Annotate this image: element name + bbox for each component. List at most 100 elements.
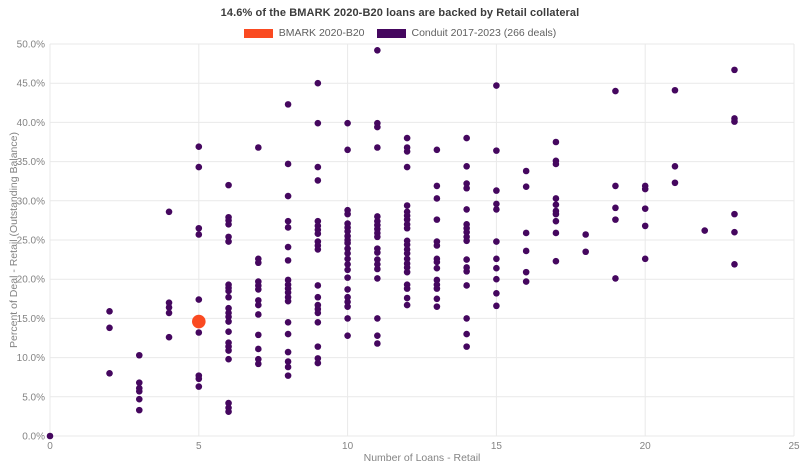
conduit-point[interactable] — [344, 228, 351, 235]
conduit-point[interactable] — [552, 210, 560, 218]
conduit-point[interactable] — [493, 275, 500, 283]
conduit-point[interactable] — [255, 311, 262, 318]
conduit-point[interactable] — [344, 286, 351, 293]
conduit-point[interactable] — [374, 144, 381, 151]
conduit-point[interactable] — [433, 295, 441, 303]
conduit-point[interactable] — [552, 138, 560, 146]
conduit-point[interactable] — [463, 228, 470, 236]
conduit-point[interactable] — [344, 303, 351, 310]
conduit-point[interactable] — [195, 375, 203, 383]
conduit-point[interactable] — [641, 255, 649, 263]
conduit-point[interactable] — [165, 208, 173, 216]
conduit-point[interactable] — [225, 399, 232, 407]
conduit-point[interactable] — [671, 163, 679, 170]
conduit-point[interactable] — [433, 276, 441, 284]
conduit-point[interactable] — [314, 246, 322, 253]
conduit-point[interactable] — [582, 231, 589, 238]
conduit-point[interactable] — [731, 118, 738, 125]
conduit-point[interactable] — [463, 163, 470, 170]
conduit-point[interactable] — [284, 160, 292, 168]
conduit-point[interactable] — [374, 332, 381, 339]
conduit-point[interactable] — [255, 345, 262, 353]
conduit-point[interactable] — [403, 216, 411, 223]
conduit-point[interactable] — [344, 255, 351, 263]
conduit-point[interactable] — [493, 200, 500, 208]
conduit-point[interactable] — [433, 195, 441, 202]
conduit-point[interactable] — [314, 177, 322, 184]
conduit-point[interactable] — [374, 265, 381, 273]
conduit-point[interactable] — [403, 163, 411, 171]
conduit-point[interactable] — [284, 348, 292, 356]
conduit-point[interactable] — [284, 372, 292, 379]
conduit-point[interactable] — [195, 143, 203, 151]
conduit-point[interactable] — [522, 167, 530, 175]
conduit-point[interactable] — [135, 395, 143, 403]
conduit-point[interactable] — [612, 275, 619, 282]
conduit-point[interactable] — [433, 242, 441, 249]
conduit-point[interactable] — [731, 228, 738, 236]
conduit-point[interactable] — [225, 221, 232, 228]
conduit-point[interactable] — [314, 119, 322, 127]
conduit-point[interactable] — [225, 313, 232, 321]
conduit-point[interactable] — [195, 329, 203, 336]
conduit-point[interactable] — [493, 290, 500, 297]
conduit-point[interactable] — [552, 257, 560, 265]
conduit-point[interactable] — [463, 184, 470, 192]
conduit-point[interactable] — [493, 187, 500, 194]
conduit-point[interactable] — [403, 301, 411, 309]
conduit-point[interactable] — [46, 432, 54, 440]
conduit-point[interactable] — [195, 224, 203, 232]
conduit-point[interactable] — [463, 343, 470, 350]
conduit-point[interactable] — [284, 243, 292, 251]
conduit-point[interactable] — [433, 303, 441, 310]
conduit-point[interactable] — [493, 302, 500, 310]
conduit-point[interactable] — [225, 287, 232, 295]
conduit-point[interactable] — [225, 238, 232, 245]
conduit-point[interactable] — [403, 264, 411, 271]
conduit-point[interactable] — [641, 185, 649, 193]
conduit-point[interactable] — [403, 268, 411, 276]
conduit-point[interactable] — [344, 245, 351, 252]
conduit-point[interactable] — [195, 383, 203, 390]
conduit-point[interactable] — [344, 298, 351, 306]
conduit-point[interactable] — [374, 123, 381, 131]
conduit-point[interactable] — [314, 163, 322, 171]
conduit-point[interactable] — [225, 347, 232, 354]
conduit-point[interactable] — [344, 210, 351, 218]
conduit-point[interactable] — [552, 195, 560, 202]
conduit-point[interactable] — [344, 315, 351, 322]
conduit-point[interactable] — [195, 163, 203, 171]
conduit-point[interactable] — [284, 224, 292, 231]
conduit-point[interactable] — [314, 293, 322, 301]
conduit-point[interactable] — [106, 369, 113, 377]
conduit-point[interactable] — [344, 250, 351, 257]
conduit-point[interactable] — [403, 294, 411, 302]
conduit-point[interactable] — [165, 309, 173, 317]
conduit-point[interactable] — [463, 206, 470, 213]
conduit-point[interactable] — [135, 406, 143, 414]
conduit-point[interactable] — [225, 328, 232, 336]
conduit-point[interactable] — [433, 285, 441, 292]
conduit-point[interactable] — [165, 333, 173, 341]
conduit-point[interactable] — [284, 330, 292, 338]
conduit-point[interactable] — [255, 144, 262, 151]
conduit-point[interactable] — [344, 293, 351, 301]
conduit-point[interactable] — [493, 82, 500, 89]
conduit-point[interactable] — [374, 233, 381, 241]
conduit-point[interactable] — [106, 324, 113, 332]
conduit-point[interactable] — [493, 206, 500, 213]
conduit-point[interactable] — [463, 180, 470, 187]
conduit-point[interactable] — [165, 299, 173, 307]
conduit-point[interactable] — [522, 268, 530, 276]
conduit-point[interactable] — [225, 181, 232, 189]
conduit-point[interactable] — [463, 256, 470, 263]
conduit-point[interactable] — [403, 285, 411, 292]
conduit-point[interactable] — [522, 278, 530, 285]
conduit-point[interactable] — [225, 233, 232, 241]
conduit-point[interactable] — [612, 204, 619, 212]
conduit-point[interactable] — [284, 101, 292, 108]
conduit-point[interactable] — [225, 304, 232, 312]
conduit-point[interactable] — [314, 79, 322, 87]
conduit-point[interactable] — [284, 289, 292, 296]
conduit-point[interactable] — [284, 297, 292, 305]
